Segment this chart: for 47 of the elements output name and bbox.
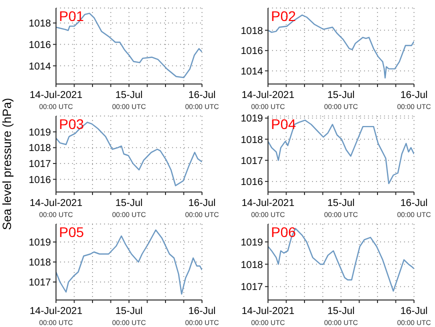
y-tick-label: 1018 (240, 260, 264, 271)
chart-title: P03 (59, 116, 84, 132)
chart-title: P01 (59, 8, 84, 24)
y-tick-label: 1019 (240, 114, 264, 125)
y-tick-label: 1016 (240, 176, 264, 188)
x-tick-label: 16-Jul 00:00 UTC (397, 306, 431, 327)
x-tick-label: 14-Jul-2021 00:00 UTC (242, 198, 295, 219)
y-tick-label: 1016 (240, 46, 264, 58)
x-tick-label: 16-Jul 00:00 UTC (185, 198, 219, 219)
y-tick-label: 1014 (240, 66, 264, 78)
y-tick-label: 1019 (28, 238, 52, 249)
chart-title: P04 (271, 116, 296, 132)
y-tick-label: 1017 (240, 156, 264, 167)
x-tick-label: 14-Jul-2021 00:00 UTC (30, 90, 83, 111)
y-tick-label: 1016 (28, 40, 52, 51)
line-series (56, 12, 202, 78)
x-tick-label: 16-Jul 00:00 UTC (185, 306, 219, 327)
y-tick-label: 1018 (240, 26, 264, 37)
chart-title: P05 (59, 224, 84, 240)
y-tick-label: 1017 (28, 278, 52, 289)
y-tick-label: 1017 (240, 282, 264, 294)
x-tick-label: 14-Jul-2021 00:00 UTC (30, 306, 83, 327)
y-tick-label: 1018 (28, 258, 52, 269)
x-tick-label: 16-Jul 00:00 UTC (397, 90, 431, 111)
line-series (268, 228, 414, 292)
x-tick-label: 15-Jul 00:00 UTC (324, 306, 358, 327)
x-tick-label: 15-Jul 00:00 UTC (324, 198, 358, 219)
x-tick-label: 14-Jul-2021 00:00 UTC (30, 198, 83, 219)
x-tick-label: 15-Jul 00:00 UTC (112, 90, 146, 111)
x-tick-label: 16-Jul 00:00 UTC (397, 198, 431, 219)
y-tick-label: 1018 (240, 134, 264, 146)
y-tick-label: 1014 (28, 61, 52, 72)
y-tick-label: 1018 (28, 143, 52, 154)
y-tick-label: 1019 (28, 127, 52, 138)
x-tick-label: 14-Jul-2021 00:00 UTC (242, 306, 295, 327)
y-tick-label: 1016 (28, 174, 52, 186)
chart-title: P02 (271, 8, 296, 24)
x-tick-label: 14-Jul-2021 00:00 UTC (242, 90, 295, 111)
y-tick-label: 1019 (240, 237, 264, 248)
line-series (56, 229, 202, 295)
y-tick-label: 1017 (28, 159, 52, 170)
x-tick-label: 15-Jul 00:00 UTC (112, 306, 146, 327)
x-tick-label: 15-Jul 00:00 UTC (112, 198, 146, 219)
y-tick-label: 1018 (28, 18, 52, 30)
x-tick-label: 15-Jul 00:00 UTC (324, 90, 358, 111)
y-axis-title: Sea level pressure (hPa) (0, 98, 14, 230)
x-tick-label: 16-Jul 00:00 UTC (185, 90, 219, 111)
